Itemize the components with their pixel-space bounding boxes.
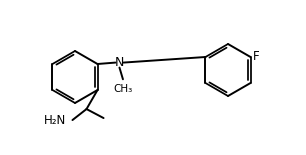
Text: CH₃: CH₃ xyxy=(113,84,132,94)
Text: N: N xyxy=(115,56,124,69)
Text: H₂N: H₂N xyxy=(44,114,66,126)
Text: F: F xyxy=(252,51,259,64)
